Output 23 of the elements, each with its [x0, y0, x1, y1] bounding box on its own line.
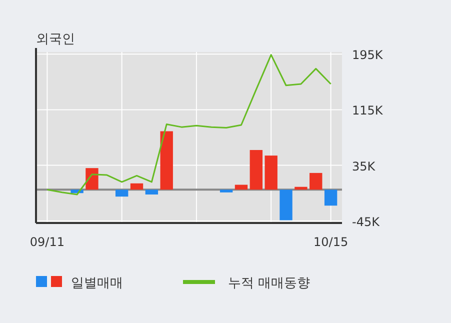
y-tick-label: 35K: [352, 159, 376, 174]
bar: [160, 131, 173, 190]
bar: [294, 186, 308, 190]
chart-title: 외국인: [36, 32, 75, 47]
bar: [280, 190, 292, 220]
legend-label: 일별매매: [71, 276, 123, 291]
line-series: [46, 54, 332, 196]
bar: [324, 190, 338, 206]
x-tick-label: 09/11: [30, 235, 64, 249]
bar: [234, 184, 248, 190]
bar: [264, 156, 278, 190]
bar: [220, 190, 233, 192]
legend-label: 누적 매매동향: [228, 276, 310, 291]
bar: [115, 190, 128, 197]
y-tick-label: 195K: [352, 48, 384, 62]
bar: [145, 190, 158, 194]
y-tick-label: 115K: [352, 104, 384, 118]
bar: [250, 150, 263, 190]
y-tick-label: -45K: [352, 214, 381, 229]
bar: [130, 183, 144, 190]
x-tick-label: 10/15: [314, 235, 348, 249]
bar: [310, 172, 322, 190]
bar: [86, 168, 98, 190]
